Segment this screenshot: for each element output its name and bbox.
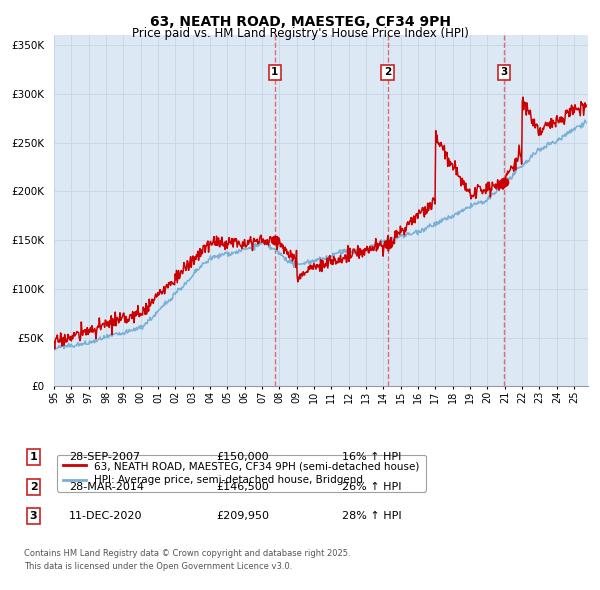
Text: 3: 3: [500, 67, 508, 77]
Text: 2: 2: [30, 482, 37, 491]
Text: £146,500: £146,500: [216, 482, 269, 491]
Text: Price paid vs. HM Land Registry's House Price Index (HPI): Price paid vs. HM Land Registry's House …: [131, 27, 469, 40]
Text: £209,950: £209,950: [216, 512, 269, 521]
Legend: 63, NEATH ROAD, MAESTEG, CF34 9PH (semi-detached house), HPI: Average price, sem: 63, NEATH ROAD, MAESTEG, CF34 9PH (semi-…: [56, 455, 425, 491]
Text: 11-DEC-2020: 11-DEC-2020: [69, 512, 143, 521]
Text: 28% ↑ HPI: 28% ↑ HPI: [342, 512, 401, 521]
Text: 3: 3: [30, 512, 37, 521]
Text: Contains HM Land Registry data © Crown copyright and database right 2025.: Contains HM Land Registry data © Crown c…: [24, 549, 350, 558]
Text: 28-MAR-2014: 28-MAR-2014: [69, 482, 144, 491]
Text: 26% ↑ HPI: 26% ↑ HPI: [342, 482, 401, 491]
Text: 2: 2: [384, 67, 391, 77]
Text: 1: 1: [271, 67, 278, 77]
Text: 28-SEP-2007: 28-SEP-2007: [69, 453, 140, 462]
Text: 63, NEATH ROAD, MAESTEG, CF34 9PH: 63, NEATH ROAD, MAESTEG, CF34 9PH: [149, 15, 451, 29]
Text: £150,000: £150,000: [216, 453, 269, 462]
Text: 1: 1: [30, 453, 37, 462]
Text: 16% ↑ HPI: 16% ↑ HPI: [342, 453, 401, 462]
Text: This data is licensed under the Open Government Licence v3.0.: This data is licensed under the Open Gov…: [24, 562, 292, 571]
